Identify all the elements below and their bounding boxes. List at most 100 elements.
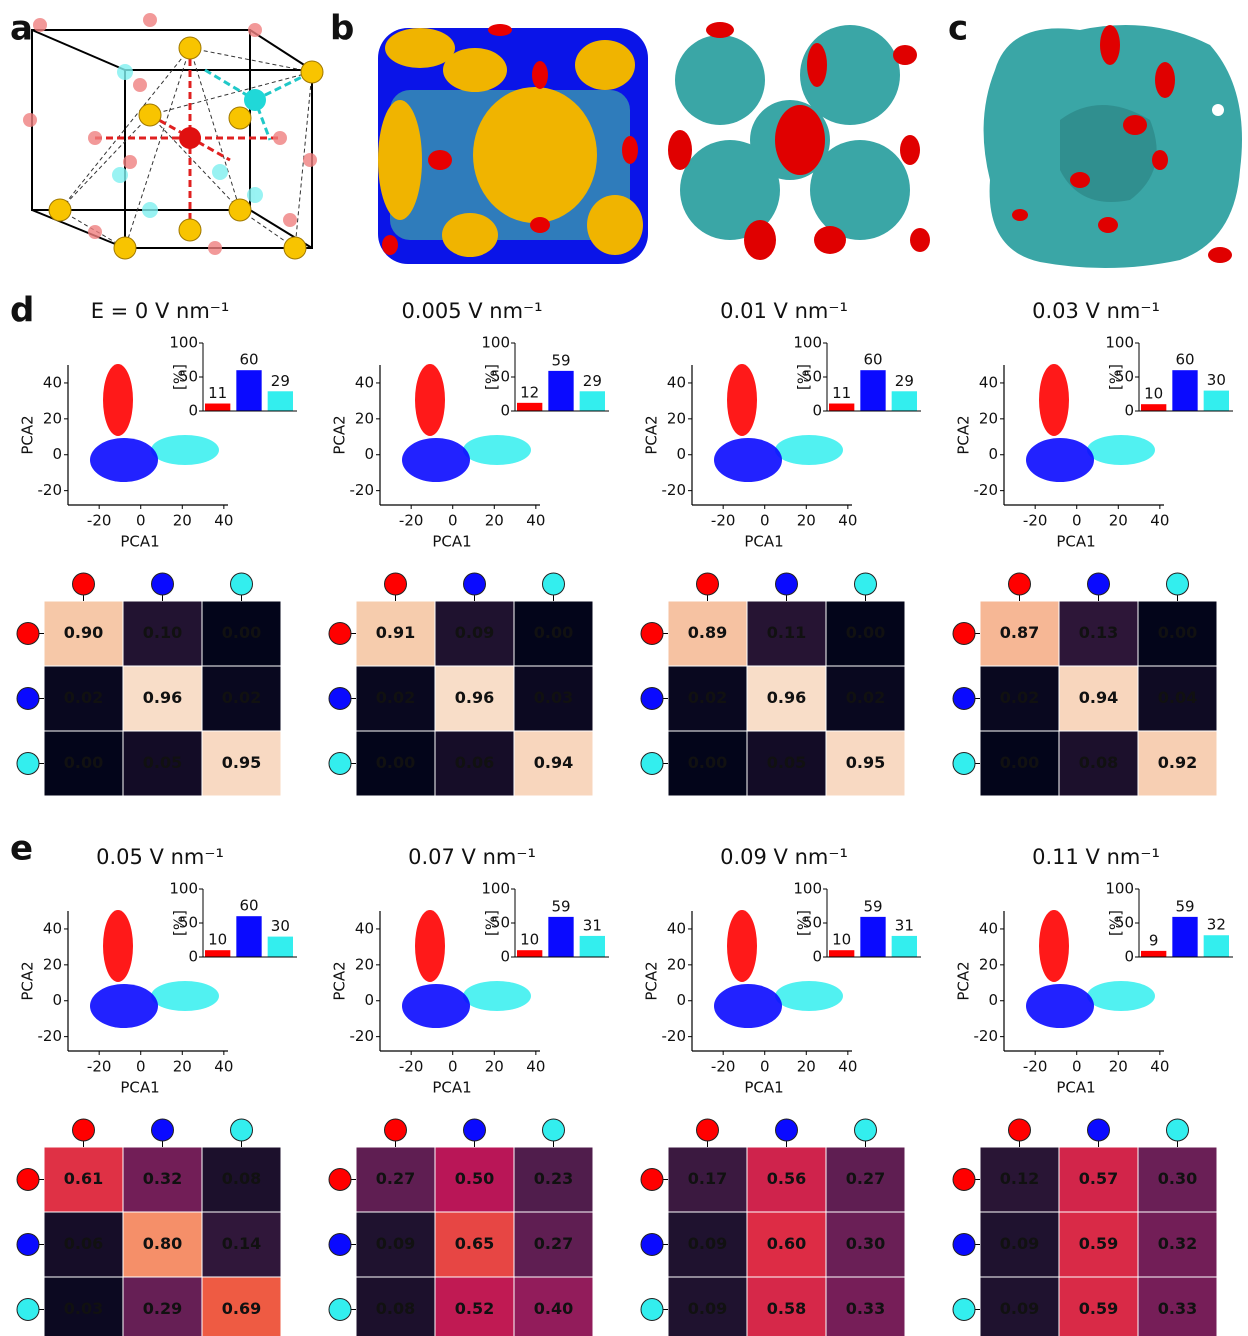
heatmap-cell bbox=[1058, 1211, 1139, 1278]
heatmap-cell bbox=[746, 600, 827, 667]
class-marker bbox=[1008, 572, 1031, 596]
heatmap-cell bbox=[355, 665, 436, 732]
cell-label: 0.30 bbox=[846, 1234, 885, 1253]
cell-label: 0.12 bbox=[1000, 1169, 1039, 1188]
bar bbox=[891, 935, 917, 957]
heatmap-cell bbox=[201, 1276, 282, 1336]
cell-label: 0.69 bbox=[222, 1299, 261, 1318]
class-marker bbox=[72, 1118, 95, 1142]
class-marker bbox=[952, 622, 976, 645]
cyan-sites bbox=[112, 64, 263, 218]
pca-panel: 0.09 V nm⁻¹ -20 0 20 40 -20 0 20 40 PCA1 PCA2 10 59 3… bbox=[640, 845, 921, 1336]
illustration-part bbox=[706, 22, 734, 38]
cell-label: 0.27 bbox=[534, 1234, 573, 1253]
cell-label: 0.09 bbox=[1000, 1234, 1039, 1253]
x-axis-label: PCA1 bbox=[120, 533, 159, 551]
y-axis-label: [%] bbox=[483, 364, 501, 390]
x-tick-label: 40 bbox=[1150, 512, 1169, 530]
structure-render-b bbox=[378, 22, 930, 264]
illustration-part bbox=[442, 213, 498, 257]
heatmap-cell bbox=[825, 665, 906, 732]
panel-label: b bbox=[330, 9, 354, 49]
class-marker bbox=[328, 622, 352, 645]
class-marker bbox=[1166, 572, 1189, 596]
illustration-part bbox=[775, 105, 825, 175]
pca-panel: 0.05 V nm⁻¹ -20 0 20 40 -20 0 20 40 PCA1 PCA2 10 60 3… bbox=[16, 845, 297, 1336]
y-tick-label: 100 bbox=[481, 334, 510, 352]
illustration-part bbox=[587, 195, 643, 255]
bar bbox=[829, 403, 855, 411]
bar-value-label: 29 bbox=[583, 372, 602, 390]
cell-label: 0.59 bbox=[1079, 1234, 1118, 1253]
cell-label: 0.89 bbox=[688, 623, 727, 642]
y-tick-label: 100 bbox=[1105, 880, 1134, 898]
panel-title: 0.05 V nm⁻¹ bbox=[96, 845, 224, 869]
x-tick-label: 20 bbox=[797, 1058, 816, 1076]
x-tick-label: 20 bbox=[173, 512, 192, 530]
cluster-region bbox=[714, 984, 782, 1028]
cell-label: 0.00 bbox=[534, 623, 573, 642]
heatmap-cell bbox=[746, 665, 827, 732]
bar bbox=[517, 950, 543, 957]
lattice-illustration bbox=[23, 13, 324, 260]
pca-panel: 0.11 V nm⁻¹ -20 0 20 40 -20 0 20 40 PCA1 PCA2 9 59 32… bbox=[952, 845, 1233, 1336]
cell-label: 0.03 bbox=[64, 1299, 103, 1318]
x-tick-label: 0 bbox=[1072, 512, 1082, 530]
illustration-part bbox=[378, 100, 422, 220]
class-marker bbox=[16, 1233, 40, 1256]
heatmap-cell bbox=[434, 600, 515, 667]
x-tick-label: -20 bbox=[87, 1058, 112, 1076]
class-marker bbox=[230, 1118, 253, 1142]
pca-panel: 0.07 V nm⁻¹ -20 0 20 40 -20 0 20 40 PCA1 PCA2 10 59 3… bbox=[328, 845, 609, 1336]
cell-label: 0.58 bbox=[767, 1299, 806, 1318]
heatmap-cell bbox=[43, 1211, 124, 1278]
illustration-part bbox=[680, 140, 780, 240]
y-tick-label: 20 bbox=[667, 955, 686, 973]
heatmap-cell bbox=[825, 730, 906, 797]
panel-title: 0.03 V nm⁻¹ bbox=[1032, 299, 1160, 323]
class-marker bbox=[16, 687, 40, 710]
cube-edge bbox=[31, 29, 126, 71]
illustration-part bbox=[178, 218, 202, 242]
heatmap-cell bbox=[979, 1276, 1060, 1336]
illustration-part bbox=[473, 87, 597, 223]
bar-value-label: 10 bbox=[208, 931, 227, 949]
y-tick-label: 20 bbox=[355, 409, 374, 427]
illustration-part bbox=[138, 103, 162, 127]
yellow-sites bbox=[48, 36, 324, 260]
cell-label: 0.96 bbox=[767, 688, 806, 707]
y-tick-label: -20 bbox=[974, 481, 999, 499]
bar-value-label: 59 bbox=[551, 897, 570, 915]
bar bbox=[860, 370, 886, 411]
cluster-region bbox=[727, 364, 757, 436]
pca-panel: E = 0 V nm⁻¹ -20 0 20 40 -20 0 20 40 PCA1 PCA2 11 60… bbox=[16, 299, 297, 797]
heatmap-cell bbox=[1137, 1276, 1218, 1336]
y-axis-label: PCA2 bbox=[955, 415, 973, 454]
cell-label: 0.96 bbox=[143, 688, 182, 707]
heatmap-cell bbox=[434, 665, 515, 732]
cluster-region bbox=[151, 981, 219, 1011]
class-marker bbox=[463, 572, 486, 596]
cell-label: 0.92 bbox=[1158, 753, 1197, 772]
class-marker bbox=[151, 1118, 174, 1142]
cell-label: 0.00 bbox=[1000, 753, 1039, 772]
x-tick-label: 20 bbox=[1109, 512, 1128, 530]
cluster-region bbox=[1039, 364, 1069, 436]
y-tick-label: 0 bbox=[988, 991, 998, 1009]
class-marker bbox=[640, 752, 664, 775]
cluster-region bbox=[90, 984, 158, 1028]
x-tick-label: 40 bbox=[838, 512, 857, 530]
illustration-part bbox=[113, 236, 137, 260]
class-marker bbox=[1087, 1118, 1110, 1142]
heatmap-cell bbox=[1137, 730, 1218, 797]
cell-label: 0.00 bbox=[64, 753, 103, 772]
heatmap-cell bbox=[434, 1146, 515, 1213]
cell-label: 0.27 bbox=[376, 1169, 415, 1188]
class-marker bbox=[328, 1168, 352, 1191]
y-tick-label: -20 bbox=[350, 1027, 375, 1045]
bar-value-label: 10 bbox=[520, 931, 539, 949]
y-tick-label: 0 bbox=[188, 402, 198, 420]
y-tick-label: 50 bbox=[1115, 368, 1134, 386]
y-axis-label: [%] bbox=[1107, 364, 1125, 390]
illustration-part bbox=[1098, 217, 1118, 233]
